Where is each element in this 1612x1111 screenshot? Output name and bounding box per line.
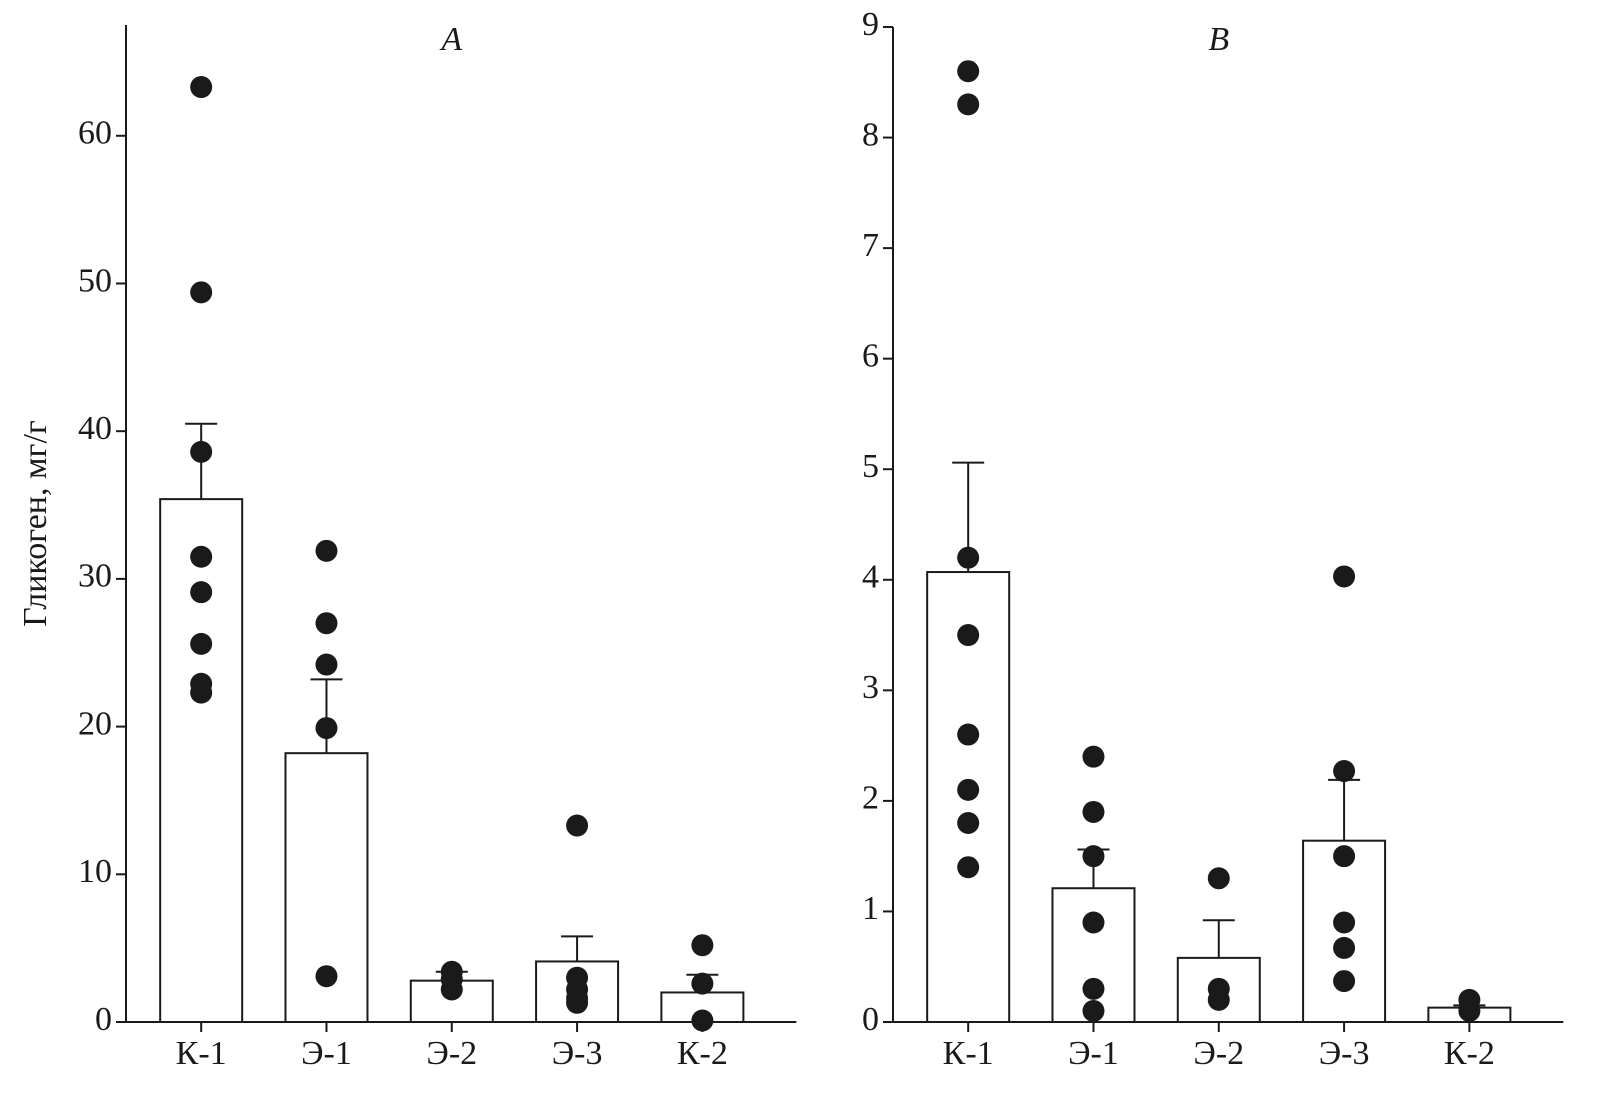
data-point — [1082, 845, 1105, 868]
data-point — [190, 681, 213, 704]
x-tick-label: Э-3 — [552, 1035, 603, 1072]
data-point — [190, 632, 213, 655]
panel-title: A — [439, 21, 462, 58]
y-tick-label: 8 — [862, 116, 879, 153]
data-point — [1333, 936, 1356, 959]
data-point — [566, 814, 589, 837]
x-tick-label: К-2 — [677, 1035, 728, 1072]
y-tick-label: 40 — [78, 410, 112, 447]
data-point — [957, 93, 980, 116]
data-point — [1333, 565, 1356, 588]
data-point — [1207, 867, 1230, 890]
y-tick-label: 3 — [862, 669, 879, 706]
data-point — [190, 545, 213, 568]
data-point — [957, 856, 980, 879]
y-tick-label: 10 — [78, 853, 112, 890]
data-point — [1082, 977, 1105, 1000]
y-tick-label: 2 — [862, 780, 879, 817]
data-point — [1207, 988, 1230, 1011]
data-point — [957, 723, 980, 746]
data-point — [315, 612, 338, 635]
data-point — [1333, 911, 1356, 934]
data-point — [315, 965, 338, 988]
data-point — [1333, 970, 1356, 993]
data-point — [1333, 845, 1356, 868]
x-tick-label: Э-2 — [426, 1035, 477, 1072]
y-tick-label: 50 — [78, 262, 112, 299]
data-point — [1458, 999, 1481, 1022]
bar — [159, 498, 244, 1023]
data-point — [1333, 760, 1356, 783]
data-point — [315, 539, 338, 562]
data-point — [190, 581, 213, 604]
panel-title: B — [1208, 21, 1229, 58]
y-tick-label: 6 — [862, 337, 879, 374]
data-point — [1082, 745, 1105, 768]
y-tick-label: 5 — [862, 448, 879, 485]
y-tick-label: 4 — [862, 559, 879, 596]
x-tick-label: Э-1 — [1068, 1035, 1119, 1072]
bar — [660, 991, 745, 1024]
x-tick-label: К-2 — [1444, 1035, 1495, 1072]
y-tick-label: 0 — [95, 1001, 112, 1038]
data-point — [190, 281, 213, 304]
y-tick-label: 7 — [862, 227, 879, 264]
y-tick-label: 30 — [78, 558, 112, 595]
data-point — [957, 546, 980, 569]
y-tick-label: 60 — [78, 115, 112, 152]
data-point — [957, 60, 980, 83]
data-point — [691, 1009, 714, 1032]
y-tick-label: 0 — [862, 1001, 879, 1038]
data-point — [691, 972, 714, 995]
x-tick-label: Э-2 — [1193, 1035, 1244, 1072]
y-tick-label: 9 — [862, 6, 879, 43]
data-point — [315, 653, 338, 676]
y-tick-label: 1 — [862, 890, 879, 927]
data-point — [315, 717, 338, 740]
x-tick-label: Э-1 — [301, 1035, 352, 1072]
data-point — [1082, 800, 1105, 823]
x-tick-label: К-1 — [176, 1035, 227, 1072]
data-point — [957, 624, 980, 647]
data-point — [190, 76, 213, 99]
data-point — [957, 778, 980, 801]
y-axis-label: Гликоген, мг/г — [17, 420, 54, 627]
y-tick-label: 20 — [78, 705, 112, 742]
data-point — [1082, 999, 1105, 1022]
data-point — [566, 991, 589, 1014]
x-tick-label: Э-3 — [1319, 1035, 1370, 1072]
data-point — [190, 440, 213, 463]
data-point — [440, 978, 463, 1001]
data-point — [957, 812, 980, 834]
data-point — [691, 934, 714, 957]
x-tick-label: К-1 — [943, 1035, 994, 1072]
data-point — [1082, 911, 1105, 934]
